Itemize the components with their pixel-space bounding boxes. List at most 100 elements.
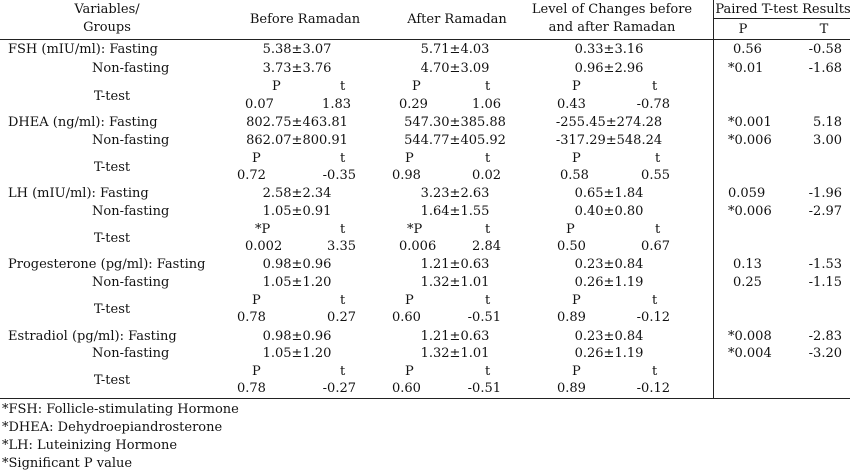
ttest-t-head: t <box>340 222 346 237</box>
row-label: Non-fasting <box>92 204 170 219</box>
header-after: After Ramadan <box>407 12 507 27</box>
ttest-p-head: P <box>405 151 414 166</box>
footnote-lh: *LH: Luteinizing Hormone <box>2 438 178 453</box>
ttest-p-head: P <box>252 151 261 166</box>
ttest-p-head: P <box>566 222 575 237</box>
ttest-t-head: t <box>340 79 346 94</box>
cell-after: 3.23±2.63 <box>420 186 490 201</box>
row-label: LH (mIU/ml): Fasting <box>8 186 149 201</box>
ttest-p-head: P <box>272 79 281 94</box>
cell-change: -317.29±548.24 <box>555 133 663 148</box>
cell-t: -0.58 <box>808 42 842 57</box>
cell-before: 3.73±3.76 <box>262 61 332 76</box>
cell-before: 0.98±0.96 <box>262 257 332 272</box>
ttest-t: 3.35 <box>327 239 356 254</box>
cell-before: 5.38±3.07 <box>262 42 332 57</box>
ttest-p: 0.98 <box>392 168 421 183</box>
cell-t: 3.00 <box>813 133 842 148</box>
row-label: Non-fasting <box>92 346 170 361</box>
ttest-label: T-test <box>93 89 131 104</box>
ttest-t: -0.35 <box>322 168 356 183</box>
cell-t: -2.83 <box>808 329 842 344</box>
row-label: Non-fasting <box>92 133 170 148</box>
cell-p: *0.004 <box>728 346 772 361</box>
ttest-t-head: t <box>485 222 491 237</box>
cell-p: 0.059 <box>728 186 766 201</box>
row-label: Progesterone (pg/ml): Fasting <box>8 257 206 272</box>
row-label: FSH (mIU/ml): Fasting <box>8 42 158 57</box>
ttest-p-head: *P <box>407 222 423 237</box>
header-before: Before Ramadan <box>249 12 361 27</box>
ttest-p: 0.43 <box>557 97 586 112</box>
cell-t: -3.20 <box>808 346 842 361</box>
ttest-t-head: t <box>485 364 491 379</box>
cell-after: 1.21±0.63 <box>420 329 490 344</box>
ttest-t: 2.84 <box>472 239 501 254</box>
header-variables-line2: Groups <box>83 20 131 35</box>
cell-after: 1.32±1.01 <box>420 346 490 361</box>
cell-change: 0.23±0.84 <box>574 329 644 344</box>
ttest-label: T-test <box>93 231 131 246</box>
ttest-p: 0.72 <box>237 168 266 183</box>
cell-after: 1.21±0.63 <box>420 257 490 272</box>
ttest-t-head: t <box>485 79 491 94</box>
ttest-p-head: P <box>252 293 261 308</box>
ttest-p: 0.60 <box>392 310 421 325</box>
ttest-t: -0.51 <box>467 310 501 325</box>
cell-after: 1.64±1.55 <box>420 204 490 219</box>
cell-change: 0.26±1.19 <box>574 275 644 290</box>
ttest-p-head: *P <box>255 222 271 237</box>
cell-before: 802.75±463.81 <box>246 115 348 130</box>
cell-before: 1.05±1.20 <box>262 346 332 361</box>
cell-after: 547.30±385.88 <box>404 115 506 130</box>
ttest-p-head: P <box>572 151 581 166</box>
ttest-t-head: t <box>340 364 346 379</box>
header-paired: Paired T-test Results <box>715 2 850 17</box>
ttest-t-head: t <box>340 293 346 308</box>
header-change-line1: Level of Changes before <box>531 2 693 17</box>
ttest-t: 0.67 <box>641 239 670 254</box>
cell-change: 0.23±0.84 <box>574 257 644 272</box>
row-label: DHEA (ng/ml): Fasting <box>8 115 158 130</box>
ttest-p: 0.50 <box>557 239 586 254</box>
cell-change: 0.33±3.16 <box>574 42 644 57</box>
cell-before: 2.58±2.34 <box>262 186 332 201</box>
cell-t: -1.53 <box>808 257 842 272</box>
ttest-p: 0.78 <box>237 310 266 325</box>
cell-before: 1.05±1.20 <box>262 275 332 290</box>
cell-change: 0.26±1.19 <box>574 346 644 361</box>
ttest-p: 0.07 <box>245 97 274 112</box>
ttest-p: 0.29 <box>399 97 428 112</box>
ttest-p: 0.78 <box>237 381 266 396</box>
cell-change: -255.45±274.28 <box>555 115 663 130</box>
cell-t: -1.96 <box>808 186 842 201</box>
ttest-t-head: t <box>485 293 491 308</box>
row-label: Non-fasting <box>92 61 170 76</box>
cell-p: *0.01 <box>728 61 764 76</box>
footer-rule <box>0 398 850 399</box>
ttest-p: 0.002 <box>245 239 283 254</box>
ttest-t: -0.12 <box>636 310 670 325</box>
cell-after: 4.70±3.09 <box>420 61 490 76</box>
cell-after: 5.71±4.03 <box>420 42 490 57</box>
row-label: Estradiol (pg/ml): Fasting <box>8 329 177 344</box>
ttest-p-head: P <box>572 364 581 379</box>
ttest-p: 0.89 <box>557 310 586 325</box>
paired-divider <box>713 0 714 398</box>
cell-p: 0.13 <box>733 257 762 272</box>
ttest-p: 0.60 <box>392 381 421 396</box>
ttest-p: 0.89 <box>557 381 586 396</box>
ttest-t-head: t <box>655 151 661 166</box>
ttest-t: -0.51 <box>467 381 501 396</box>
ttest-p-head: P <box>405 364 414 379</box>
cell-t: -1.15 <box>808 275 842 290</box>
cell-p: *0.001 <box>728 115 772 130</box>
ttest-label: T-test <box>93 160 131 175</box>
ttest-t-head: t <box>652 364 658 379</box>
ttest-p-head: P <box>572 293 581 308</box>
ttest-t: 1.06 <box>472 97 501 112</box>
cell-t: -1.68 <box>808 61 842 76</box>
header-t: T <box>819 22 829 37</box>
ttest-t-head: t <box>655 222 661 237</box>
cell-t: 5.18 <box>813 115 842 130</box>
